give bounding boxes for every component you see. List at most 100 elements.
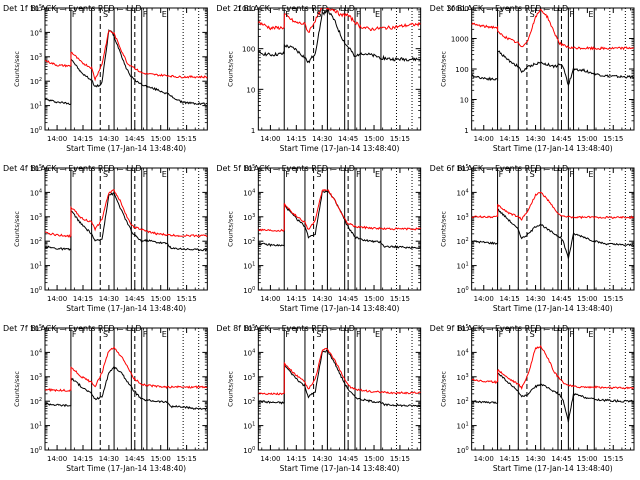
x-tick-label: 15:00 [364,135,384,143]
x-tick-label: 15:00 [364,295,384,303]
x-tick-label: 14:30 [99,455,119,463]
x-tick-label: 14:15 [286,135,306,143]
marker-label: F [499,330,504,339]
panel-title: Det 6f BLACK = Events RED = LLD [430,164,569,173]
marker-label: E [162,10,167,19]
lld-series-line [471,191,634,221]
marker-label: F [72,10,77,19]
x-tick-label: 15:15 [177,135,197,143]
panel-det-4: 100 101 102 103 104 105 14:00 14:15 14:30 14:45 15… [3,164,208,313]
plot-content [45,8,208,130]
y-tick-label: 104 [243,348,255,357]
y-axis-label: Counts/sec [13,371,21,407]
y-axis-label: Counts/sec [13,211,21,247]
x-tick-label: 14:30 [312,135,332,143]
lld-series-line [258,347,421,396]
y-tick-label: 105 [243,164,255,173]
plot-content [258,168,421,290]
marker-label: F [72,170,77,179]
panel-det-6: 100 101 102 103 104 105 14:00 14:15 14:30 14:45 15… [430,164,635,313]
x-tick-label: 14:45 [125,135,145,143]
lld-series-line [45,30,208,82]
x-axis-label: Start Time (17-Jan-14 13:48:40) [66,304,186,313]
x-axis-label: Start Time (17-Jan-14 13:48:40) [66,464,186,473]
y-axis-label: Counts/sec [440,51,448,87]
y-tick-label: 104 [30,348,42,357]
y-tick-label: 105 [243,324,255,333]
lld-series-line [258,188,421,232]
plot-content [471,168,634,290]
panel-det-2: 1 10 100 1000 14:00 14:15 14:30 14:45 15:00 15:15… [216,4,422,153]
y-tick-label: 1000 [451,36,469,44]
panel-title: Det 7f BLACK = Events RED = LLD [3,324,142,333]
x-tick-label: 14:45 [125,455,145,463]
marker-label: E [375,170,380,179]
x-tick-label: 15:15 [603,455,623,463]
x-tick-label: 14:00 [260,455,280,463]
y-tick-label: 103 [243,213,255,222]
y-tick-label: 105 [30,324,42,333]
y-tick-label: 10 [460,97,469,105]
x-tick-label: 14:30 [312,295,332,303]
marker-label: F [285,170,290,179]
x-axis-label: Start Time (17-Jan-14 13:48:40) [493,464,613,473]
y-tick-label: 105 [30,164,42,173]
y-axis-label: Counts/sec [226,51,234,87]
panel-det-3: 1 10 100 1000 10000 14:00 14:15 14:30 14:45 15:00… [430,4,635,153]
y-axis-label: Counts/sec [226,211,234,247]
x-tick-label: 14:30 [312,455,332,463]
x-tick-label: 14:45 [551,135,571,143]
x-tick-label: 14:30 [525,455,545,463]
x-tick-label: 14:30 [525,135,545,143]
x-tick-label: 14:15 [286,455,306,463]
marker-label: F [356,170,361,179]
y-tick-label: 1 [464,127,468,135]
x-tick-label: 15:15 [390,455,410,463]
x-tick-label: 15:15 [177,455,197,463]
y-axis-label: Counts/sec [226,371,234,407]
y-tick-label: 102 [30,397,42,406]
y-tick-label: 102 [243,397,255,406]
y-tick-label: 102 [30,77,42,86]
marker-label: S [103,330,108,339]
y-tick-label: 101 [457,422,469,431]
plot-content [45,168,208,290]
marker-label: F [356,10,361,19]
x-tick-label: 14:15 [500,135,520,143]
y-tick-label: 100 [30,446,42,455]
x-tick-label: 14:30 [525,295,545,303]
y-tick-label: 103 [457,213,469,222]
x-tick-label: 14:00 [474,295,494,303]
y-tick-label: 104 [243,188,255,197]
lld-series-line [471,8,634,51]
panel-det-9: 100 101 102 103 104 105 14:00 14:15 14:30 14:45 15… [430,324,635,473]
plot-content [258,8,421,130]
marker-label: F [285,10,290,19]
plot-content [471,328,634,450]
y-tick-label: 104 [30,28,42,37]
x-tick-label: 15:15 [390,295,410,303]
x-tick-label: 15:00 [151,295,171,303]
plot-content [258,328,421,450]
events-series-line [471,50,634,87]
marker-label: F [143,170,148,179]
y-axis-label: Counts/sec [440,371,448,407]
y-tick-label: 103 [30,53,42,62]
lld-series-line [258,8,421,33]
x-tick-label: 14:15 [73,295,93,303]
marker-label: S [530,330,535,339]
panel-det-8: 100 101 102 103 104 105 14:00 14:15 14:30 14:45 15… [216,324,422,473]
x-tick-label: 14:00 [474,135,494,143]
marker-label: F [143,10,148,19]
x-tick-label: 15:00 [151,135,171,143]
x-tick-label: 14:45 [338,295,358,303]
y-tick-label: 1000 [238,5,256,13]
panel-title: Det 5f BLACK = Events RED = LLD [216,164,355,173]
marker-label: E [162,330,167,339]
x-tick-label: 14:00 [474,455,494,463]
panel-det-7: 100 101 102 103 104 105 14:00 14:15 14:30 14:45 15… [3,324,208,473]
panel-title: Det 4f BLACK = Events RED = LLD [3,164,142,173]
marker-label: F [499,10,504,19]
x-tick-label: 14:00 [47,295,67,303]
x-tick-label: 14:30 [99,135,119,143]
